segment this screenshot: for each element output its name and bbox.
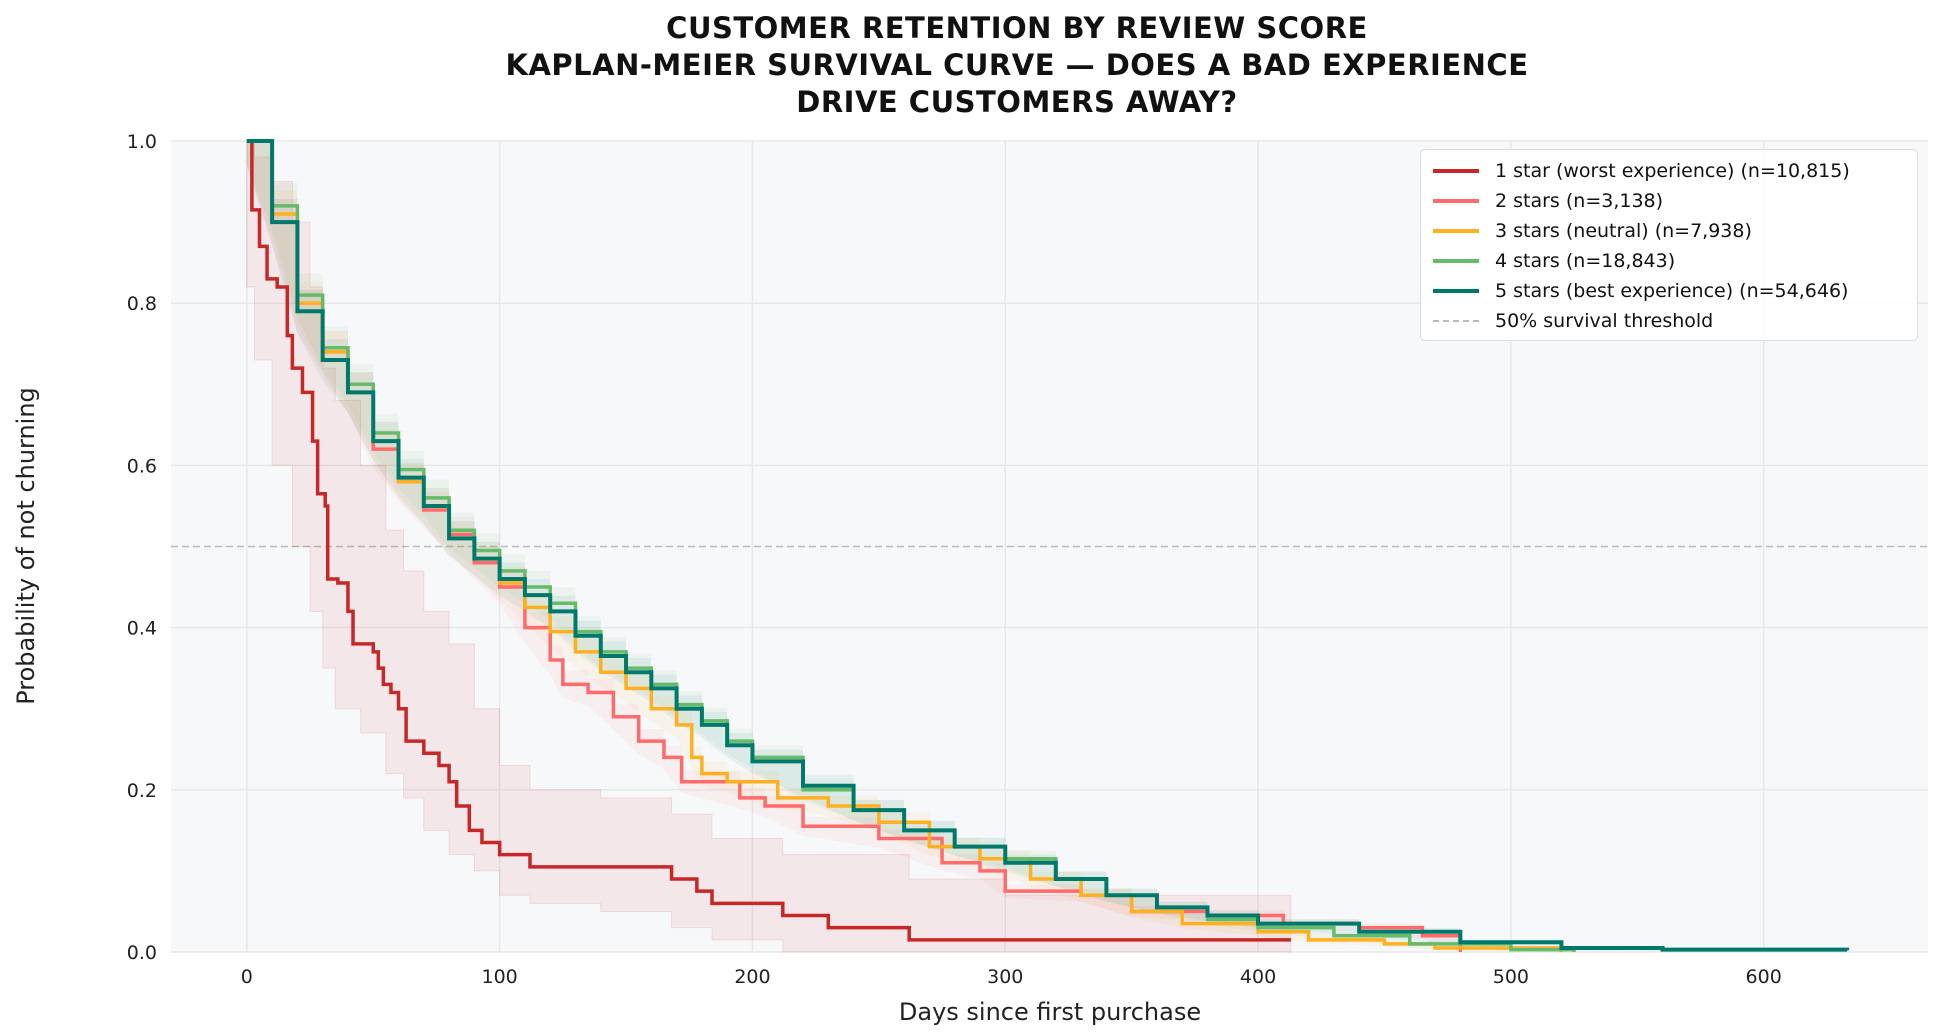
title-line-1: CUSTOMER RETENTION BY REVIEW SCORE [666,11,1368,45]
y-tick-label: 0.0 [127,942,157,964]
legend-item-2-stars: 2 stars (n=3,138) [1433,186,1905,216]
x-axis-label: Days since first purchase [899,998,1201,1026]
y-tick-label: 0.2 [127,780,157,802]
legend-swatch [1433,229,1479,233]
legend-label: 50% survival threshold [1495,310,1714,332]
legend: 1 star (worst experience) (n=10,815) 2 s… [1420,149,1918,341]
x-tick-label: 100 [482,966,518,988]
x-tick-label: 200 [734,966,770,988]
y-tick-label: 0.8 [127,293,157,315]
legend-item-5-stars: 5 stars (best experience) (n=54,646) [1433,276,1905,306]
legend-item-4-stars: 4 stars (n=18,843) [1433,246,1905,276]
legend-swatch [1433,259,1479,263]
legend-swatch [1433,199,1479,203]
legend-label: 4 stars (n=18,843) [1495,250,1676,272]
legend-swatch [1433,169,1479,173]
y-axis-label: Probability of not churning [12,387,40,705]
legend-label: 5 stars (best experience) (n=54,646) [1495,280,1849,302]
y-tick-label: 0.6 [127,455,157,477]
legend-item-threshold: 50% survival threshold [1433,306,1905,336]
y-tick-label: 0.4 [127,618,157,640]
title-line-3: DRIVE CUSTOMERS AWAY? [796,85,1238,119]
legend-item-3-stars: 3 stars (neutral) (n=7,938) [1433,216,1905,246]
title-line-2: KAPLAN-MEIER SURVIVAL CURVE — DOES A BAD… [505,48,1529,82]
legend-swatch-dashed [1433,320,1479,322]
x-tick-label: 0 [241,966,253,988]
confidence-band [246,141,1461,952]
survival-curve [246,139,1850,952]
legend-item-1-star: 1 star (worst experience) (n=10,815) [1433,156,1905,186]
legend-swatch [1433,289,1479,293]
x-tick-label: 600 [1746,966,1782,988]
legend-label: 3 stars (neutral) (n=7,938) [1495,220,1752,242]
y-tick-label: 1.0 [127,131,157,153]
survival-curve [246,139,1291,942]
legend-label: 1 star (worst experience) (n=10,815) [1495,160,1850,182]
x-tick-label: 300 [987,966,1023,988]
legend-label: 2 stars (n=3,138) [1495,190,1664,212]
x-tick-label: 400 [1240,966,1276,988]
x-tick-label: 500 [1493,966,1529,988]
chart-title: CUSTOMER RETENTION BY REVIEW SCORE KAPLA… [0,10,1934,121]
